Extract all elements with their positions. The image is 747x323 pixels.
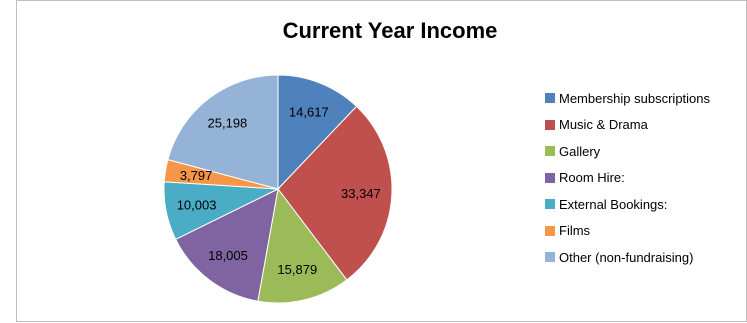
legend-swatch bbox=[545, 172, 555, 183]
legend-swatch bbox=[545, 225, 555, 236]
pie-slice-other-non-fundraising bbox=[167, 74, 279, 190]
legend-item-external-bookings: External Bookings: bbox=[545, 195, 667, 213]
legend-label: External Bookings: bbox=[559, 196, 668, 212]
legend-label: Room Hire: bbox=[559, 170, 625, 185]
data-label-music-drama: 33,347 bbox=[341, 186, 381, 201]
pie-slice-membership-subscriptions bbox=[277, 74, 358, 191]
legend-item-other-non-fundraising: Other (non-fundraising) bbox=[545, 248, 693, 266]
pie-slice-room-hire bbox=[175, 188, 279, 302]
legend-swatch bbox=[545, 146, 555, 156]
legend-swatch bbox=[545, 93, 555, 103]
data-label-room-hire: 18,005 bbox=[208, 248, 248, 263]
legend-swatch bbox=[545, 252, 555, 262]
data-label-membership-subscriptions: 14,617 bbox=[289, 104, 329, 119]
legend-label: Gallery bbox=[559, 143, 601, 159]
pie-slice-music-drama bbox=[277, 105, 393, 281]
legend-item-membership-subscriptions: Membership subscriptions bbox=[545, 89, 710, 107]
legend-item-music-drama: Music & Drama bbox=[545, 116, 648, 134]
data-label-gallery: 15,879 bbox=[277, 262, 317, 277]
legend-label: Music & Drama bbox=[559, 117, 648, 132]
legend-label: Membership subscriptions bbox=[559, 90, 711, 106]
data-label-other-non-fundraising: 25,198 bbox=[208, 116, 248, 131]
legend-swatch bbox=[545, 119, 555, 130]
legend-label: Films bbox=[559, 223, 591, 238]
legend-item-room-hire: Room Hire: bbox=[545, 169, 625, 187]
pie-slice-gallery bbox=[257, 187, 348, 304]
data-label-films: 3,797 bbox=[180, 168, 213, 183]
legend-item-films: Films bbox=[545, 222, 590, 240]
data-label-external-bookings: 10,003 bbox=[177, 198, 217, 213]
legend-swatch bbox=[545, 199, 555, 209]
legend-label: Other (non-fundraising) bbox=[559, 249, 694, 265]
chart-title: Current Year Income bbox=[282, 18, 498, 43]
legend-item-gallery: Gallery bbox=[545, 142, 600, 160]
